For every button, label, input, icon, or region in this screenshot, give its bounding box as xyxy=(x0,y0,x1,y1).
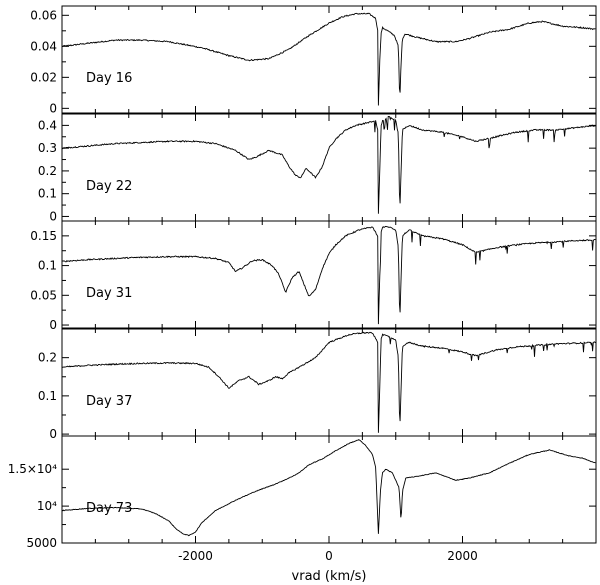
panel-frame xyxy=(61,5,597,114)
panel-4: 0 0.1 0.2 Day 37 xyxy=(38,328,597,441)
y-tick-label: 0 xyxy=(49,101,57,115)
y-tick-label: 0.2 xyxy=(38,351,57,365)
x-tick-label: 2000 xyxy=(447,549,478,563)
x-tick-label: -2000 xyxy=(178,549,213,563)
y-tick-label: 0.15 xyxy=(30,229,57,243)
y-tick-label: 0.1 xyxy=(38,389,57,403)
y-tick-label: 0 xyxy=(49,427,57,441)
panel-2: 0 0.1 0.2 0.3 0.4 Day 22 xyxy=(38,113,597,223)
y-tick-label: 0.3 xyxy=(38,141,57,155)
y-tick-label: 1.5×10⁴ xyxy=(8,462,57,476)
panel-label: Day 16 xyxy=(86,71,132,86)
panel-5: 5000 10⁴ 1.5×10⁴ Day 73 xyxy=(8,435,597,550)
x-axis-label: vrad (km/s) xyxy=(292,569,367,584)
panel-frame xyxy=(61,328,597,437)
y-tick-label: 0 xyxy=(49,318,57,332)
panel-label: Day 73 xyxy=(86,501,132,516)
y-tick-label: 0.4 xyxy=(38,118,57,132)
y-tick-label: 0.02 xyxy=(30,70,57,84)
panel-frame xyxy=(61,220,597,329)
y-tick-label: 0.04 xyxy=(30,39,57,53)
spectrum-line xyxy=(61,12,596,106)
spectrum-line xyxy=(61,439,596,537)
y-tick-label: 10⁴ xyxy=(37,499,57,513)
spectrum-line xyxy=(61,225,596,325)
panel-frame xyxy=(61,113,597,222)
y-tick-label: 0.1 xyxy=(38,187,57,201)
panel-label: Day 37 xyxy=(86,394,132,409)
spectrum-line xyxy=(61,331,596,433)
y-tick-label: 0.05 xyxy=(30,288,57,302)
x-tick-label: 0 xyxy=(325,549,333,563)
spectrum-line xyxy=(61,115,596,214)
panel-label: Day 22 xyxy=(86,179,132,194)
panel-frame xyxy=(61,435,597,544)
y-tick-label: 0 xyxy=(49,209,57,223)
y-tick-label: 0.1 xyxy=(38,259,57,273)
panel-label: Day 31 xyxy=(86,286,132,301)
y-tick-label: 0.06 xyxy=(30,8,57,22)
y-tick-label: 0.2 xyxy=(38,164,57,178)
panel-3: 0 0.05 0.1 0.15 Day 31 xyxy=(30,220,597,332)
panel-1: 0 0.02 0.04 0.06 Day 16 xyxy=(30,5,597,115)
y-tick-label: 5000 xyxy=(26,536,57,550)
